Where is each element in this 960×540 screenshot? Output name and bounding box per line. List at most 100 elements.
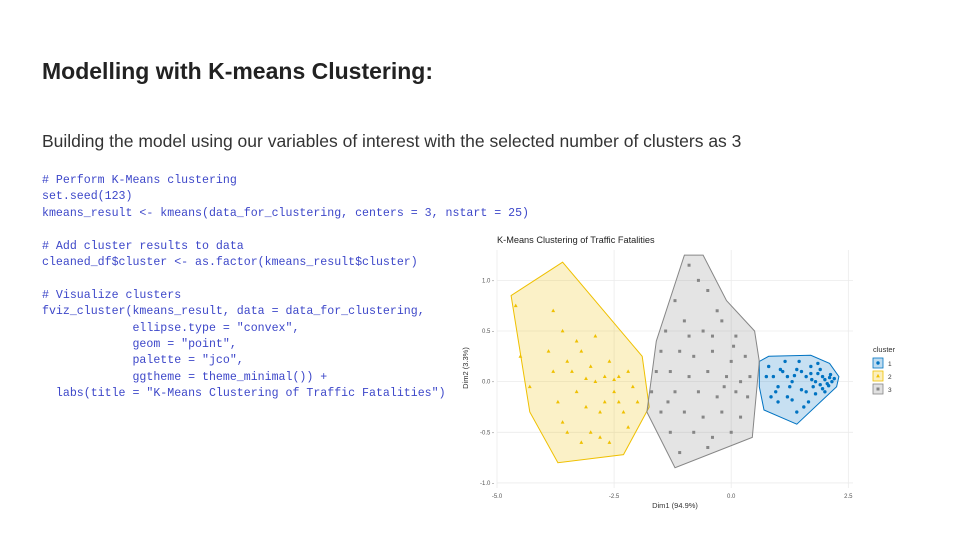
cluster-3-point [710, 435, 714, 439]
cluster-3-point [659, 410, 663, 414]
cluster-2-point [560, 420, 565, 424]
cluster-3-point [734, 390, 738, 394]
code-line: # Perform K-Means clustering [42, 174, 237, 187]
code-line: kmeans_result <- kmeans(data_for_cluster… [42, 206, 530, 220]
cluster-3-point [706, 445, 710, 449]
cluster-3-point [706, 370, 710, 374]
cluster-2-point [598, 409, 602, 414]
cluster-2-point [626, 425, 631, 429]
legend-label-3: 3 [888, 387, 892, 394]
cluster-3-point [678, 349, 682, 353]
cluster-3-point [668, 430, 672, 434]
cluster-3-point [729, 359, 733, 363]
cluster-3-point [659, 349, 663, 353]
cluster-2-point [574, 339, 579, 343]
cluster-3-point [706, 289, 710, 293]
cluster-1-point [785, 374, 790, 379]
cluster-2-point [546, 349, 551, 353]
cluster-2-point [616, 374, 621, 378]
cluster-1-point [774, 390, 778, 394]
x-axis-ticks: -5.0 -2.5 0.0 2.5 [492, 494, 853, 500]
cluster-2-point [588, 364, 593, 368]
cluster-3-point [746, 395, 750, 399]
cluster-1-point [823, 377, 827, 382]
legend-title: cluster [873, 345, 896, 354]
cluster-1-point [776, 400, 780, 404]
cluster-1-point [818, 382, 822, 387]
cluster-1-point [813, 392, 818, 396]
cluster-2-point [598, 435, 602, 439]
cluster-3-point [673, 299, 677, 303]
code-line: geom = "point", [42, 337, 237, 351]
cluster-1-point [776, 385, 780, 389]
cluster-2-point [602, 399, 607, 404]
cluster-1-point [797, 359, 801, 364]
cluster-3-point [743, 354, 747, 358]
code-line: ggtheme = theme_minimal()) + [42, 370, 328, 384]
cluster-3-point [682, 410, 686, 414]
cluster-1-point [828, 372, 833, 377]
cluster-3-point [729, 430, 733, 434]
cluster-2-point [607, 440, 612, 444]
cluster-2-point [612, 389, 617, 394]
cluster-2-point [579, 440, 584, 444]
cluster-3-point [739, 415, 743, 419]
code-line: # Visualize clusters [42, 288, 182, 302]
code-line: ellipse.type = "convex", [42, 321, 300, 335]
x-tick-label: -2.5 [609, 494, 620, 500]
cluster-1-point [778, 367, 783, 372]
cluster-1-point [766, 364, 771, 369]
cluster-1-point [781, 369, 785, 374]
cluster-points [513, 263, 836, 455]
cluster-2-point [527, 384, 532, 389]
cluster-3-point [710, 349, 714, 353]
slide-subtitle: Building the model using our variables o… [42, 131, 742, 151]
cluster-1-point [823, 390, 827, 394]
cluster-1-point [771, 374, 776, 379]
cluster-3-point [739, 380, 743, 384]
cluster-1-point [799, 388, 804, 392]
cluster-1-point [790, 379, 794, 384]
cluster-1-point [804, 390, 808, 394]
cluster-2-point [560, 328, 565, 333]
cluster-3-point [666, 400, 670, 404]
cluster-2-point [612, 377, 617, 382]
cluster-2-point [513, 303, 518, 308]
code-line: set.seed(123) [42, 190, 133, 204]
cluster-2-point [584, 376, 588, 381]
cluster-1-point [783, 359, 787, 364]
cluster-2-point [584, 404, 588, 409]
cluster-2-point [602, 374, 607, 378]
cluster-3-point [696, 278, 700, 282]
y-tick-label: 1.0 - [482, 278, 494, 284]
cluster-3-point [720, 319, 724, 323]
legend-label-2: 2 [888, 374, 892, 381]
x-tick-label: 0.0 [727, 494, 736, 500]
cluster-2-point [555, 399, 560, 404]
cluster-3-point [696, 390, 700, 394]
cluster-1-point [830, 379, 834, 384]
cluster-2-point [607, 359, 612, 363]
y-tick-label: -1.0 - [480, 481, 494, 487]
cluster-2-point [551, 308, 556, 313]
legend-marker-3 [876, 387, 880, 391]
cluster-2-point [579, 349, 584, 353]
y-axis-ticks: -1.0 - -0.5 - 0.0 - 0.5 - 1.0 - [480, 278, 494, 487]
legend: cluster 1 2 3 [872, 345, 896, 395]
cluster-3-point [692, 430, 696, 434]
cluster-1-point [826, 384, 831, 388]
cluster-3-point [668, 370, 672, 374]
cluster-3-point [734, 334, 738, 338]
cluster-1-point [806, 400, 811, 404]
cluster-2-point [635, 399, 640, 404]
cluster-1-point [804, 374, 808, 379]
chart-title: K-Means Clustering of Traffic Fatalities [497, 235, 655, 245]
cluster-1-point [813, 379, 818, 384]
cluster-3-point [701, 329, 705, 333]
y-tick-label: -0.5 - [480, 430, 494, 436]
cluster-3-point [722, 385, 726, 389]
cluster-3-point [654, 370, 658, 374]
cluster-3-hull [646, 254, 760, 469]
cluster-hulls [510, 254, 840, 469]
cluster-3-point [732, 344, 736, 348]
